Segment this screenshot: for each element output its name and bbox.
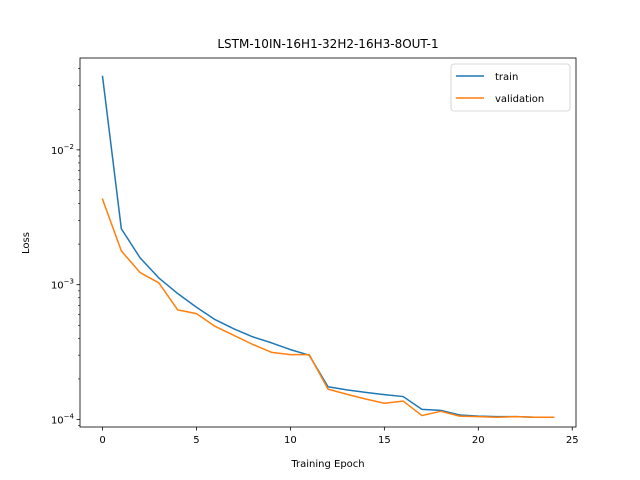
x-axis-label: Training Epoch [290,459,364,470]
legend-label-train: train [495,72,518,83]
x-tick-label: 25 [566,435,579,446]
legend-label-validation: validation [495,94,544,105]
legend: train validation [450,63,571,112]
series-group [101,75,555,418]
x-tick-label: 10 [284,435,297,446]
x-tick-label: 0 [99,435,105,446]
y-axis-label: Loss [21,232,32,254]
x-tick-label: 5 [193,435,199,446]
x-axis: 0 5 10 15 20 25 [99,427,579,446]
series-line-validation [101,198,555,418]
x-tick-label: 20 [472,435,485,446]
plot-frame [79,57,577,428]
x-tick-label: 15 [378,435,391,446]
chart-title: LSTM-10IN-16H1-32H2-16H3-8OUT-1 [217,37,438,51]
